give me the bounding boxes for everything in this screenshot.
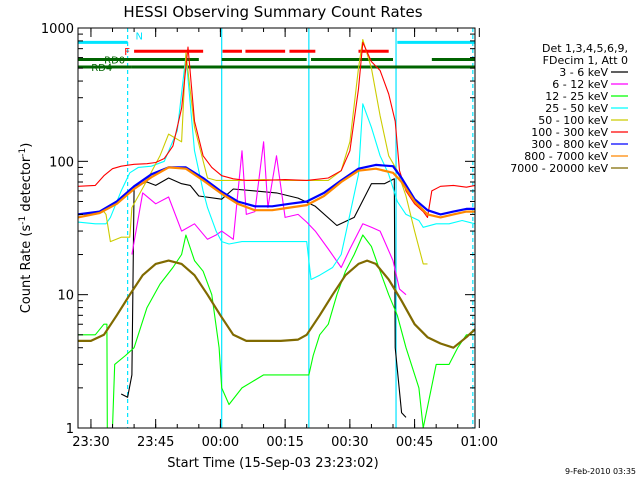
series-line-25-50-kev (77, 55, 476, 281)
y-tick-label-1: 1 (66, 422, 74, 437)
legend-label-7000-20000-kev: 7000 - 20000 keV (510, 162, 608, 175)
series-line-50-100-kev (78, 38, 428, 265)
y-axis-label-main: Count Rate (s (19, 225, 34, 314)
flag-n-label: N (136, 31, 143, 42)
legend-label-12-25-kev: 12 - 25 keV (545, 90, 608, 103)
y-tick-label-1000: 1000 (41, 22, 74, 37)
footer-timestamp: 9-Feb-2010 03:35 (565, 467, 636, 476)
legend-header-line-2: FDecim 1, Att 0 (543, 54, 628, 67)
y-axis-label-end: ) (19, 143, 34, 148)
legend-label-3-6-kev: 3 - 6 keV (559, 66, 608, 79)
series-line-7000-20000-kev (78, 259, 476, 349)
x-tick-label-00:00: 00:00 (202, 435, 239, 450)
plot-frame (77, 27, 476, 429)
x-tick-label-00:45: 00:45 (396, 435, 433, 450)
x-axis-label: Start Time (15-Sep-03 23:23:02) (167, 456, 378, 471)
y-axis-label: Count Rate (s-1 detector-1) (18, 143, 34, 314)
x-tick-label-00:15: 00:15 (266, 435, 303, 450)
series-line-300-800-kev (77, 163, 475, 216)
series-line-800-7000-kev (77, 166, 475, 219)
series-line-6-12-kev (131, 141, 407, 296)
x-tick-label-23:30: 23:30 (72, 435, 109, 450)
x-tick-label-00:30: 00:30 (331, 435, 368, 450)
axis-ticks: 1 10 100 1000 23:30 23:45 00:00 00:15 00:30 00:45… (41, 22, 498, 450)
y-axis-label-sup2: -1 (18, 148, 28, 157)
y-tick-label-10: 10 (57, 289, 74, 304)
y-tick-label-100: 100 (49, 155, 74, 170)
legend-label-25-50-kev: 25 - 50 keV (545, 102, 608, 115)
chart-title: HESSI Observing Summary Count Rates (123, 3, 422, 21)
legend: Det 1,3,4,5,6,9, FDecim 1, Att 0 3 - 6 k… (510, 42, 628, 175)
legend-header-line-1: Det 1,3,4,5,6,9, (542, 42, 628, 55)
legend-label-300-800-kev: 300 - 800 keV (531, 138, 608, 151)
x-tick-label-23:45: 23:45 (137, 435, 174, 450)
flag-rd4-label: RD4 (91, 63, 112, 74)
legend-label-6-12-kev: 6 - 12 keV (552, 78, 608, 91)
series-line-12-25-kev (78, 234, 475, 429)
legend-label-100-300-kev: 100 - 300 keV (531, 126, 608, 139)
series-line-100-300-kev (77, 41, 476, 218)
legend-label-800-7000-kev: 800 - 7000 keV (524, 150, 608, 163)
legend-label-50-100-kev: 50 - 100 keV (538, 114, 608, 127)
flag-rd0-label: RD0 (104, 56, 125, 67)
y-axis-label-mid: detector (19, 156, 34, 216)
y-axis-label-sup1: -1 (18, 216, 28, 225)
x-tick-label-01:00: 01:00 (461, 435, 498, 450)
flag-f-label: F (124, 47, 130, 58)
